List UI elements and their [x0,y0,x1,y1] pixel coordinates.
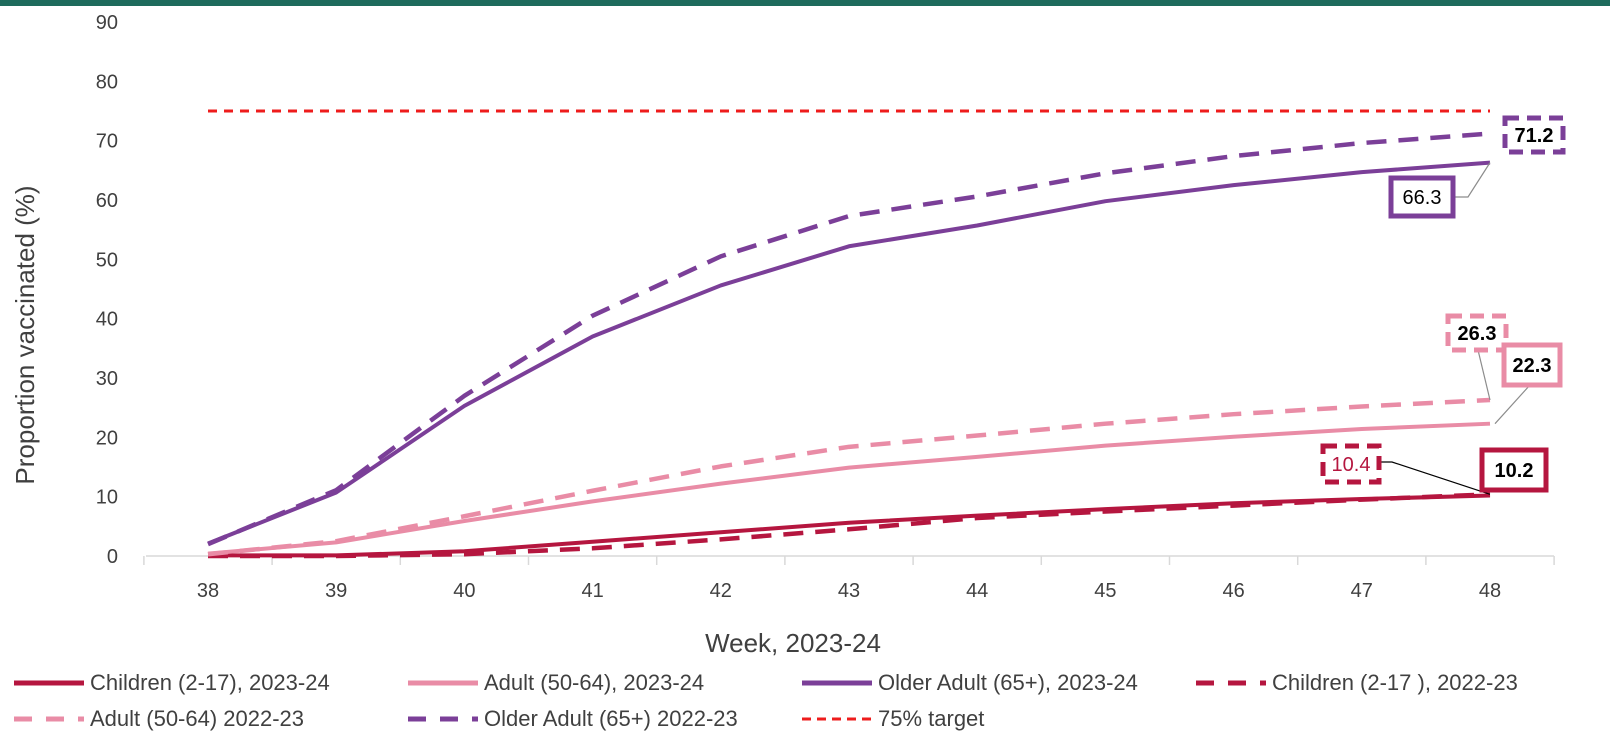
legend-item: 75% target [800,704,984,734]
legend-item: Adult (50-64), 2023-24 [406,668,704,698]
data-label: 10.2 [1479,447,1549,493]
series-line-older-adult-65-2022-23 [207,131,1491,547]
data-label-leader [1455,162,1491,198]
y-tick-label: 60 [96,190,118,212]
data-label: 26.3 [1445,313,1509,401]
data-labels: 71.2 66.3 26.3 22.3 10.4 10.2 [1320,115,1566,495]
legend-swatch [14,716,84,722]
y-tick-label: 50 [96,249,118,271]
legend-item: Adult (50-64) 2022-23 [12,704,304,734]
x-tick-label: 39 [325,580,347,602]
data-label: 10.4 [1320,443,1491,495]
x-tick-label: 48 [1479,580,1501,602]
data-label-text: 10.4 [1332,454,1371,476]
legend-item: Children (2-17), 2023-24 [12,668,330,698]
legend-swatch [408,680,478,686]
series-line-adult-50-64-2022-23 [207,397,1491,557]
y-tick-label: 40 [96,309,118,331]
x-tick-label: 40 [453,580,475,602]
data-label-text: 22.3 [1513,355,1552,377]
legend-swatch [14,680,84,686]
x-tick-label: 44 [966,580,988,602]
series-line-older-adult-65-2023-24 [207,160,1491,546]
data-label-text: 66.3 [1403,187,1442,209]
y-tick-label: 10 [96,487,118,509]
chart-legend: Children (2-17), 2023-24 Adult (50-64), 2… [0,664,1610,751]
x-axis: 38 39 40 41 42 43 44 45 46 47 48 [143,555,1555,602]
series-line-adult-50-64-2023-24 [207,421,1491,556]
legend-swatch [802,680,872,686]
line-chart: 0 10 20 30 40 50 60 70 80 90 38 39 40 41 42 43 44 45 46 47… [10,12,1566,658]
legend-swatch [1196,680,1266,686]
legend-swatch [408,716,478,722]
x-tick-label: 46 [1222,580,1244,602]
y-axis-title: Proportion vaccinated (%) [10,185,40,484]
data-label-box [1501,342,1563,388]
data-label: 71.2 [1502,115,1566,155]
y-tick-label: 70 [96,131,118,153]
x-tick-label: 41 [581,580,603,602]
legend-label: Older Adult (65+), 2023-24 [878,670,1138,695]
y-tick-label: 0 [107,546,118,568]
y-tick-label: 30 [96,368,118,390]
y-axis-ticks: 0 10 20 30 40 50 60 70 80 90 [96,12,118,568]
data-label-text: 10.2 [1495,460,1534,482]
legend-item: Older Adult (65+), 2023-24 [800,668,1138,698]
x-axis-title: Week, 2023-24 [705,628,881,658]
legend-swatch [802,717,872,721]
data-label: 22.3 [1494,342,1563,425]
x-tick-label: 47 [1351,580,1373,602]
data-label-text: 71.2 [1515,125,1554,147]
data-label: 66.3 [1388,162,1491,219]
legend-label: Children (2-17), 2023-24 [90,670,330,695]
data-label-box [1502,115,1566,155]
y-tick-label: 20 [96,427,118,449]
data-label-box [1388,175,1456,219]
x-tick-label: 43 [838,580,860,602]
data-label-leader [1380,461,1491,495]
series-lines [207,109,1491,559]
y-tick-label: 90 [96,12,118,34]
series-line-children-2-17-2022-23 [208,492,1491,559]
header-accent-bar [0,0,1610,6]
data-label-leader [1494,384,1531,425]
x-tick-label: 42 [710,580,732,602]
legend-item: Children (2-17 ), 2022-23 [1194,668,1518,698]
data-label-leader [1477,349,1491,401]
data-label-text: 26.3 [1458,323,1497,345]
x-tick-label: 45 [1094,580,1116,602]
x-tick-label: 38 [197,580,219,602]
data-label-box [1320,443,1382,485]
legend-label: Adult (50-64), 2023-24 [484,670,705,695]
data-label-box [1479,447,1549,493]
legend-label: Children (2-17 ), 2022-23 [1272,670,1518,695]
y-tick-label: 80 [96,71,118,93]
legend-item: Older Adult (65+) 2022-23 [406,704,738,734]
data-label-box [1445,313,1509,353]
legend-label: Adult (50-64) 2022-23 [90,706,305,731]
legend-label: 75% target [878,706,985,731]
legend-label: Older Adult (65+) 2022-23 [484,706,738,731]
